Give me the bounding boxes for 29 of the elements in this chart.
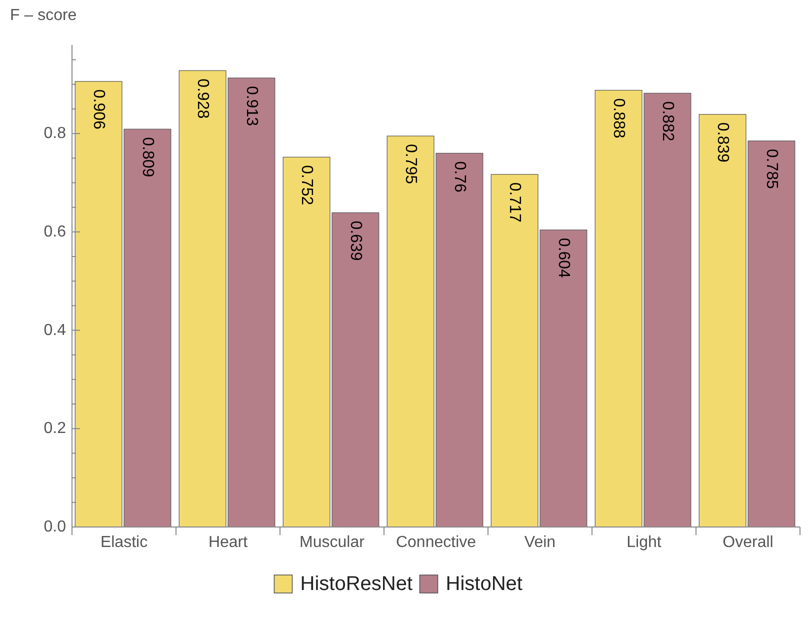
legend-label: HistoNet <box>446 573 523 595</box>
y-axis-title: F – score <box>10 7 77 24</box>
data-label: 0.928 <box>194 78 212 119</box>
x-tick-label: Connective <box>396 534 476 551</box>
data-label: 0.604 <box>554 238 572 278</box>
y-tick-label: 0.8 <box>44 125 66 142</box>
x-tick-label: Elastic <box>100 534 148 551</box>
data-label: 0.809 <box>138 137 156 178</box>
x-tick-label: Heart <box>208 534 248 551</box>
data-label: 0.76 <box>450 161 468 192</box>
data-label: 0.785 <box>762 148 780 190</box>
data-label: 0.752 <box>298 165 316 206</box>
data-label: 0.888 <box>610 98 628 138</box>
data-label: 0.795 <box>402 144 420 184</box>
x-tick-label: Muscular <box>300 534 366 551</box>
x-tick-label: Light <box>626 534 662 551</box>
y-tick-label: 0.2 <box>44 420 66 438</box>
data-label: 0.906 <box>90 89 108 130</box>
x-tick-label: Vein <box>524 534 556 551</box>
legend-label: HistoResNet <box>300 573 413 595</box>
data-label: 0.639 <box>346 220 364 261</box>
x-tick-label: Overall <box>722 534 774 551</box>
data-label: 0.839 <box>714 122 732 162</box>
data-label: 0.882 <box>658 101 676 142</box>
data-label: 0.913 <box>242 86 260 126</box>
data-label: 0.717 <box>506 182 524 222</box>
y-tick-label: 0.0 <box>44 518 66 536</box>
y-tick-label: 0.6 <box>44 223 66 240</box>
y-tick-label: 0.4 <box>44 322 66 339</box>
